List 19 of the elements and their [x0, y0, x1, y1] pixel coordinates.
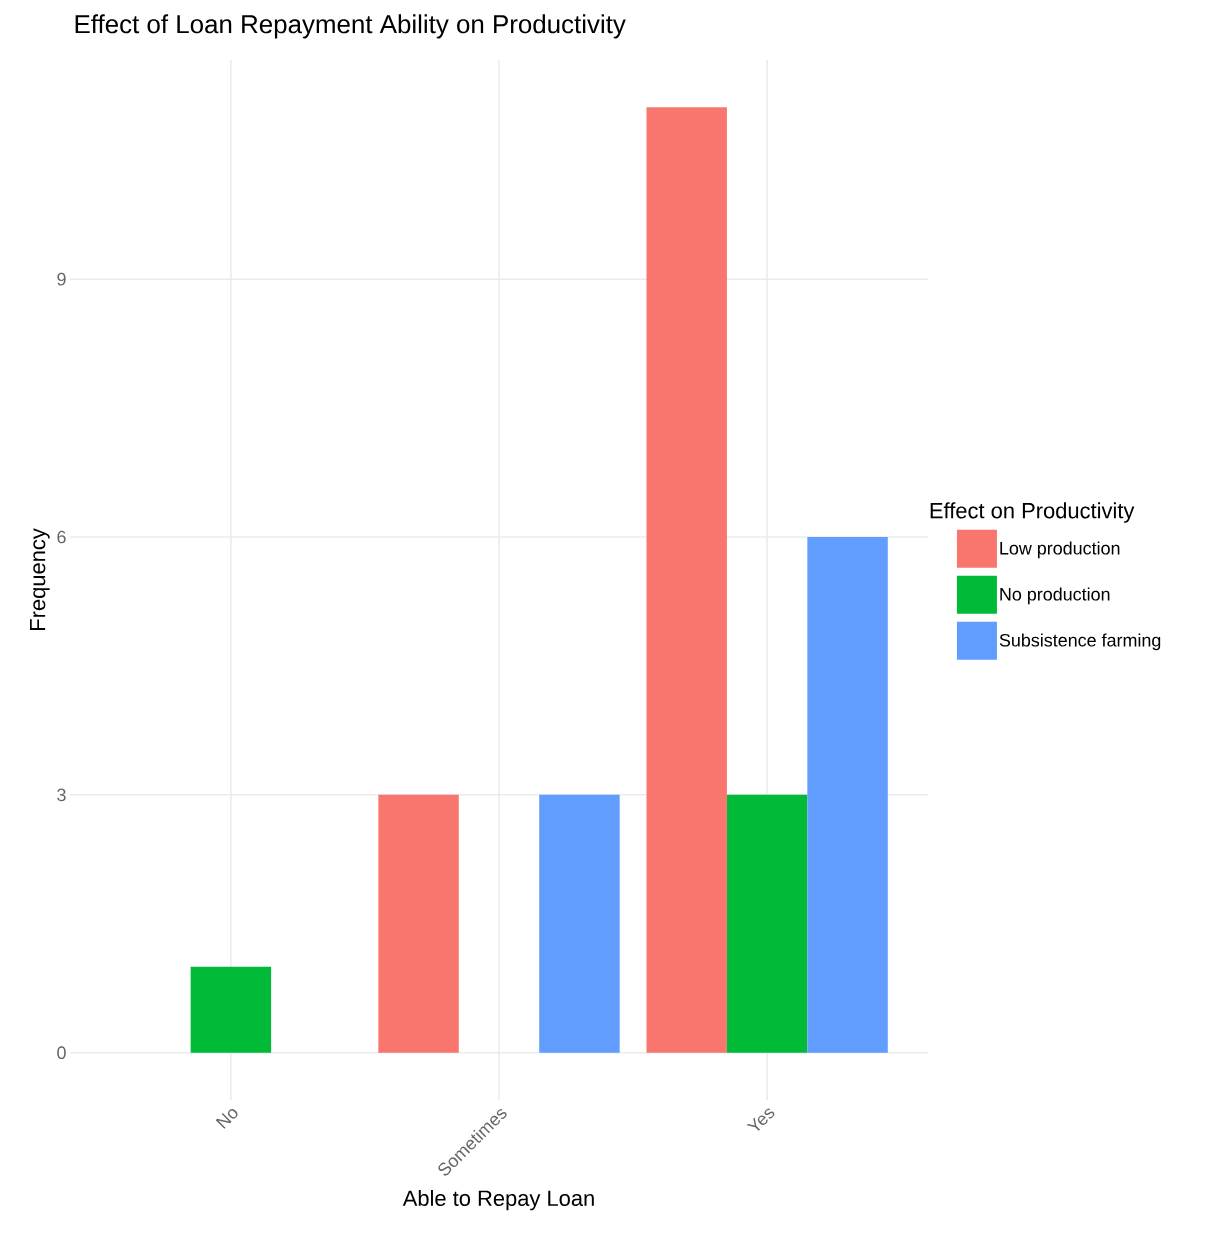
x-tick-label: No [215, 1108, 238, 1129]
legend-label: No production [1000, 587, 1110, 605]
bar [807, 537, 888, 1053]
y-tick-label: 0 [57, 1046, 66, 1060]
bar [726, 794, 808, 1053]
y-axis-title: Frequency [30, 528, 50, 630]
y-tick-label: 9 [57, 272, 66, 286]
bar [378, 794, 459, 1053]
y-tick-label: 6 [57, 530, 66, 544]
x-axis-title: Able to Repay Loan [402, 1189, 594, 1211]
legend-label: Subsistence farming [999, 633, 1161, 651]
y-tick-label: 3 [57, 788, 66, 802]
chart-title: Effect of Loan Repayment Ability on Productivity [75, 14, 626, 39]
legend-title: Effect on Productivity [930, 502, 1135, 523]
x-tick-label: Yes [746, 1108, 775, 1131]
bar [539, 794, 620, 1053]
legend-label: Low production [1000, 541, 1120, 559]
bar [190, 966, 272, 1053]
bar [646, 107, 727, 1053]
